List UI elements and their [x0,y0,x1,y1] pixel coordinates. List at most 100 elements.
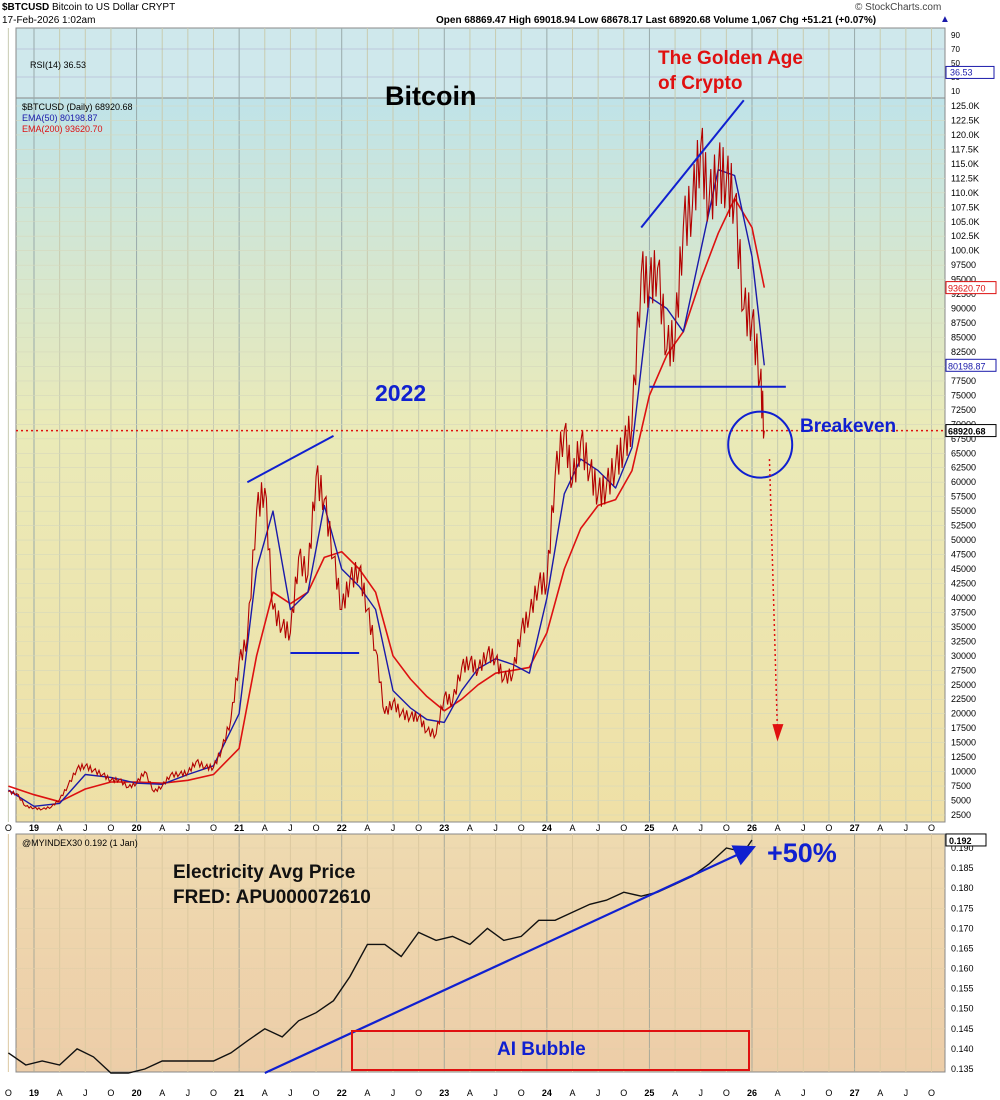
y-tick-label: 75000 [951,390,976,400]
rsi-tick-label: 50 [951,59,960,68]
y-tick-label: 107.5K [951,202,980,212]
ema200-line [8,197,766,803]
series-group [8,127,766,1074]
legend-ema50: EMA(50) 80198.87 [22,113,98,123]
y-tick-label: 85000 [951,333,976,343]
y-tick-label: 5000 [951,796,971,806]
y-tick-label-lower: 0.155 [951,984,974,994]
breakeven-label: Breakeven [800,416,896,437]
x-tick-label: 20 [132,823,142,833]
y-tick-label: 45000 [951,564,976,574]
x-tick-label: A [569,823,575,833]
x-tick-label: O [107,823,114,833]
y-tick-label: 90000 [951,304,976,314]
x-tick-label: O [5,823,12,833]
rsi-value-text: 36.53 [950,67,973,77]
y-tick-label-lower: 0.150 [951,1004,974,1014]
y-tick-label: 100.0K [951,246,980,256]
x-tick-label: 26 [747,823,757,833]
y-tick-label-lower: 0.160 [951,964,974,974]
y-tick-label-lower: 0.140 [951,1044,974,1054]
y-tick-label: 25000 [951,680,976,690]
y-tick-label-lower: 0.190 [951,843,974,853]
index-label: @MYINDEX30 0.192 (1 Jan) [22,838,138,848]
rsi-tick-label: 10 [951,87,960,96]
y-tick-label: 37500 [951,607,976,617]
x-tick-label: A [159,823,165,833]
ema200-badge-text: 93620.70 [948,284,986,294]
x-tick-label: O [415,823,422,833]
x-tick-label-lower: 26 [747,1088,757,1098]
y-tick-label: 35000 [951,622,976,632]
index-y-axis: 0.135 0.140 0.145 0.150 0.155 0.160 0.165 0.170… [951,843,974,1074]
y-tick-label: 32500 [951,636,976,646]
y-tick-label: 97500 [951,260,976,270]
x-tick-label-lower: J [596,1088,601,1098]
y-tick-label: 125.0K [951,101,980,111]
y-tick-label: 95000 [951,275,976,285]
index-last-badge [945,833,987,847]
brand-label: © StockCharts.com [855,2,942,13]
x-tick-label: A [877,823,883,833]
x-tick-label-lower: 24 [542,1088,552,1098]
y-tick-label: 62500 [951,463,976,473]
y-tick-label-lower: 0.185 [951,863,974,873]
x-tick-label-lower: O [5,1088,12,1098]
x-tick-label-lower: O [415,1088,422,1098]
year-2022-label: 2022 [375,380,426,406]
y-tick-label: 10000 [951,767,976,777]
rsi-chart: 907050301036.53 [16,31,995,96]
x-tick-label-lower: O [313,1088,320,1098]
y-tick-label-lower: 0.135 [951,1064,974,1074]
electricity-title: Electricity Avg Price [173,862,355,883]
x-tick-label-lower: A [364,1088,370,1098]
y-tick-label: 12500 [951,752,976,762]
x-tick-label-lower: J [288,1088,293,1098]
x-tick-label: O [313,823,320,833]
index-x-axis: O 19 A J O 20 A J O 21 A J O 22 A J O 23 A J O 24 A J O 25 A J O 26 A J… [5,1088,935,1098]
y-tick-label: 22500 [951,694,976,704]
x-tick-label: J [391,823,396,833]
x-tick-label: 21 [234,823,244,833]
rsi-value-badge [945,65,995,79]
x-tick-label-lower: 22 [337,1088,347,1098]
x-tick-label-lower: A [775,1088,781,1098]
x-tick-label-lower: 20 [132,1088,142,1098]
x-tick-label: 24 [542,823,552,833]
x-tick-label-lower: A [467,1088,473,1098]
y-tick-label: 52500 [951,521,976,531]
x-tick-label-lower: A [159,1088,165,1098]
y-tick-label-lower: 0.145 [951,1024,974,1034]
y-tick-label: 115.0K [951,159,979,169]
x-tick-label: 25 [644,823,654,833]
x-tick-label: J [288,823,293,833]
ai-bubble-label: AI Bubble [497,1039,586,1060]
up-arrow-icon: ▲ [940,14,950,25]
x-tick-label: J [596,823,601,833]
y-tick-label: 105.0K [951,217,980,227]
x-tick-label: A [672,823,678,833]
x-tick-label-lower: O [825,1088,832,1098]
rsi-tick-label: 70 [951,45,960,54]
y-tick-label-lower: 0.170 [951,923,974,933]
projection-arrow-head [772,724,784,742]
y-tick-label: 60000 [951,477,976,487]
rsi-panel [15,27,946,99]
x-tick-label-lower: 19 [29,1088,39,1098]
x-tick-label: A [775,823,781,833]
symbol-label: $BTCUSD [2,2,50,13]
x-tick-label: J [801,823,806,833]
x-tick-label: O [518,823,525,833]
y-tick-label: 120.0K [951,130,980,140]
x-tick-label: O [928,823,935,833]
y-tick-label: 82500 [951,347,976,357]
x-tick-label: J [698,823,703,833]
x-tick-label-lower: J [801,1088,806,1098]
y-tick-label: 57500 [951,492,976,502]
legend-price: $BTCUSD (Daily) 68920.68 [22,102,133,112]
plus50-label: +50% [767,838,837,868]
x-tick-label-lower: O [723,1088,730,1098]
x-tick-label-lower: 27 [850,1088,860,1098]
